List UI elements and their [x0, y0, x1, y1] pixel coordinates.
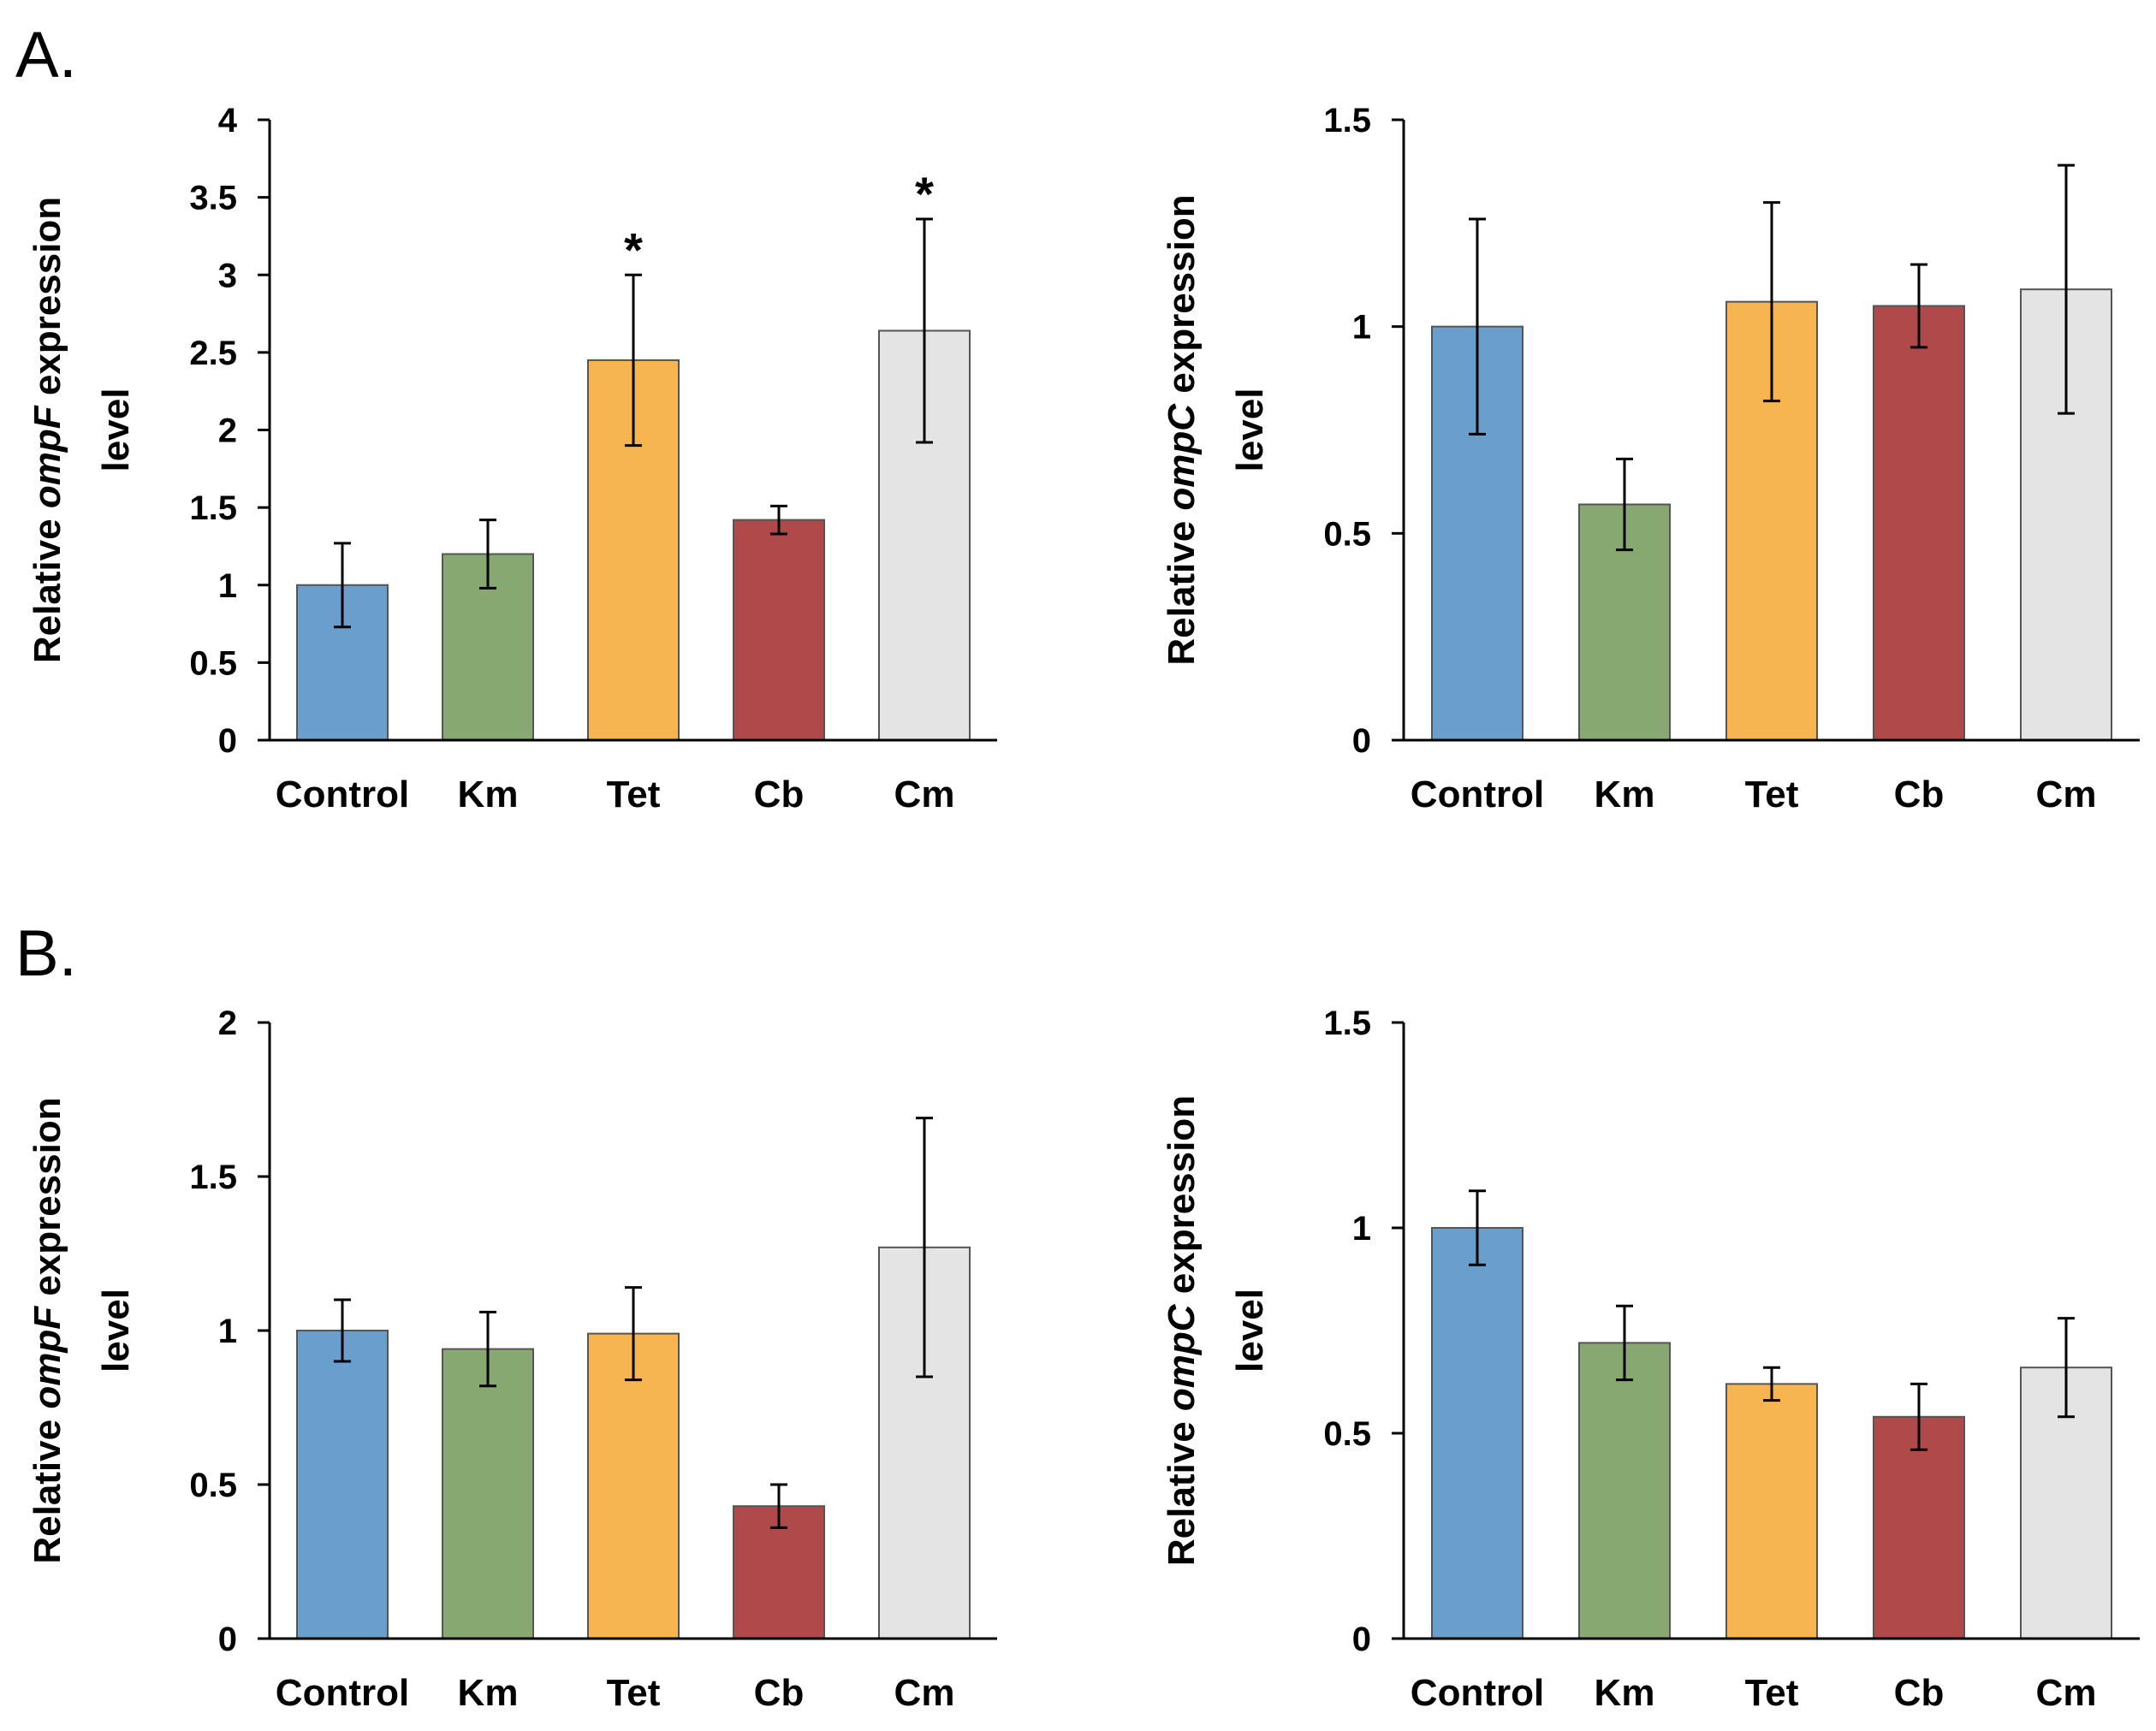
x-tick-label: Tet [1745, 1672, 1799, 1714]
significance-star: * [624, 222, 643, 276]
y-tick-label: 0 [218, 722, 237, 760]
bar-km [442, 1348, 534, 1639]
y-tick-label: 1.5 [189, 489, 237, 527]
chart-2: Control Km Tet Cb Cm 0 0.5 1 1.5 Relative ompC ex… [1161, 102, 2140, 815]
y-axis-label-suffix: expression [1161, 1095, 1203, 1305]
y-axis-label-line2: level [1229, 1289, 1271, 1372]
bar-cb [1873, 305, 1965, 741]
y-tick-label: 3.5 [189, 180, 237, 217]
x-tick-label: Km [1595, 1672, 1655, 1714]
significance-star: * [915, 167, 934, 221]
x-tick-label: Tet [607, 774, 661, 815]
y-tick-label: 4 [218, 102, 238, 139]
y-tick-label: 0.5 [189, 1467, 237, 1504]
y-axis-label: Relative ompC expression [1161, 1095, 1203, 1566]
chart-3: Control Km Tet Cb Cm 0 0.5 1 1.5 2 Relative ompF e… [27, 1005, 997, 1714]
bar-cb [733, 519, 825, 741]
y-tick-label: 2.5 [189, 335, 237, 372]
bar-tet [1725, 1383, 1818, 1640]
panel-label-a: A. [15, 19, 77, 92]
bar-km [1578, 1342, 1671, 1640]
y-tick-label: 3 [218, 257, 237, 294]
x-tick-label: Control [1411, 774, 1544, 815]
x-tick-label: Tet [607, 1672, 661, 1714]
y-axis-label-prefix: Relative [1161, 511, 1203, 666]
chart-4: Control Km Tet Cb Cm 0 0.5 1 1.5 Relative ompC ex… [1161, 1005, 2140, 1714]
x-tick-label: Cb [1894, 1672, 1945, 1714]
y-axis-label-prefix: Relative [27, 508, 68, 663]
y-tick-label: 1 [218, 567, 237, 605]
y-axis-label-gene: ompF [27, 1306, 68, 1409]
x-tick-label: Km [458, 774, 519, 815]
y-axis-label: Relative ompF expression [27, 1097, 68, 1563]
x-tick-label: Cb [754, 774, 805, 815]
chart-1: Control Km * Tet Cb * Cm 0 0.5 1 1.5 2 2.5 3 3.5 4 Relat… [27, 102, 997, 815]
y-tick-label: 0 [218, 1621, 237, 1658]
y-axis-label: Relative ompC expression [1161, 194, 1203, 665]
y-axis-label-line2: level [95, 388, 137, 472]
bar-cb [1873, 1415, 1965, 1640]
x-tick-label: Control [276, 774, 409, 815]
bar-control [1431, 1227, 1523, 1639]
charts-group: Control Km * Tet Cb * Cm 0 0.5 1 1.5 2 2.5 3 3.5 4 Relat… [27, 102, 2140, 1714]
y-tick-label: 0.5 [1323, 1415, 1371, 1453]
y-axis-label-prefix: Relative [27, 1409, 68, 1564]
x-tick-label: Cm [894, 1672, 955, 1714]
y-tick-label: 1 [1352, 1210, 1371, 1248]
x-tick-label: Km [1595, 774, 1655, 815]
y-axis-label-suffix: expression [27, 197, 68, 406]
x-tick-label: Km [458, 1672, 519, 1714]
x-tick-label: Control [1411, 1672, 1544, 1714]
y-tick-label: 1 [218, 1313, 237, 1350]
x-tick-label: Control [276, 1672, 409, 1714]
y-axis-label-suffix: expression [27, 1097, 68, 1307]
y-axis-label-line2: level [95, 1289, 137, 1372]
x-tick-label: Cb [754, 1672, 805, 1714]
y-axis-label-gene: ompF [27, 405, 68, 508]
y-tick-label: 2 [218, 1005, 237, 1042]
y-tick-label: 0 [1352, 1621, 1371, 1658]
y-tick-label: 1 [1352, 309, 1371, 347]
bar-control [296, 1330, 389, 1639]
x-tick-label: Cb [1894, 774, 1945, 815]
x-tick-label: Tet [1745, 774, 1799, 815]
x-tick-label: Cm [2036, 774, 2097, 815]
y-axis-label-prefix: Relative [1161, 1411, 1203, 1566]
y-tick-label: 1.5 [1323, 1005, 1371, 1042]
y-tick-label: 0.5 [189, 644, 237, 682]
x-tick-label: Cm [2036, 1672, 2097, 1714]
y-tick-label: 0 [1352, 722, 1371, 760]
y-axis-label-gene: ompC [1161, 403, 1203, 511]
y-axis-label-line2: level [1229, 388, 1271, 472]
y-tick-label: 2 [218, 412, 237, 450]
x-tick-label: Cm [894, 774, 955, 815]
y-tick-label: 0.5 [1323, 515, 1371, 553]
panel-label-b: B. [15, 917, 77, 990]
y-axis-label: Relative ompF expression [27, 197, 68, 663]
y-tick-label: 1.5 [189, 1159, 237, 1196]
y-axis-label-suffix: expression [1161, 194, 1203, 404]
y-tick-label: 1.5 [1323, 102, 1371, 139]
y-axis-label-gene: ompC [1161, 1303, 1203, 1411]
